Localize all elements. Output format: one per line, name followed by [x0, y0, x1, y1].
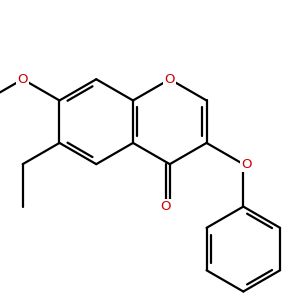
Text: O: O — [241, 158, 251, 171]
Text: O: O — [17, 73, 28, 86]
Text: O: O — [164, 73, 175, 86]
Text: O: O — [160, 200, 171, 213]
